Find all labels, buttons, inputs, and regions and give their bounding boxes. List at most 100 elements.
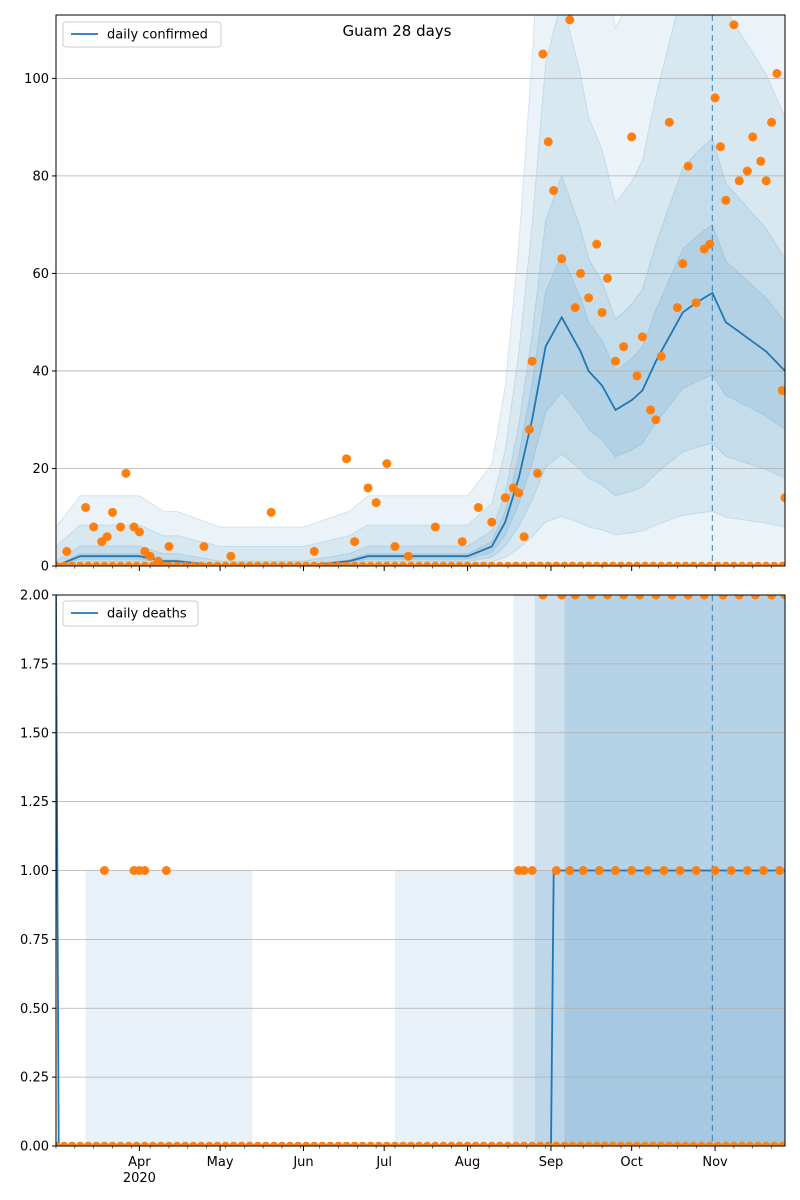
observed-zero-point [681,1141,690,1146]
observed-zero-point [487,561,496,566]
observed-zero-point [576,1141,585,1146]
confirmed-marks [56,15,785,566]
x-tick-label: Nov [702,1155,728,1170]
observed-point [89,522,99,532]
observed-zero-point [229,1141,238,1146]
observed-zero-point [527,1141,537,1146]
observed-point [632,371,642,381]
observed-zero-point [503,1141,513,1146]
observed-point [775,866,785,875]
observed-zero-point [713,1141,722,1146]
observed-zero-point [261,561,271,566]
observed-zero-point [318,561,327,566]
deaths-legend: daily deaths [62,600,199,627]
x-tick-year-label: 2020 [123,1171,156,1186]
observed-zero-point [705,561,714,566]
observed-zero-point [358,1141,367,1146]
observed-zero-point [584,561,593,566]
observed-point [594,866,604,875]
observed-point [742,866,752,875]
observed-point [570,303,580,313]
observed-point [538,595,548,600]
observed-zero-point [447,561,456,566]
observed-point [683,595,693,600]
observed-zero-point [770,561,779,566]
observed-point [159,561,169,566]
observed-zero-point [536,561,545,566]
observed-point [350,537,360,547]
observed-zero-point [237,1141,246,1146]
observed-zero-point [705,1141,714,1146]
observed-point [81,502,91,512]
y-tick-label: 1.75 [20,657,49,672]
observed-point [710,866,720,875]
observed-point [99,866,109,875]
observed-zero-point [213,561,222,566]
observed-point [533,468,543,478]
observed-point [597,307,607,317]
observed-zero-point [406,561,416,566]
observed-point [756,156,766,166]
observed-zero-point [745,561,755,566]
observed-point [527,866,537,875]
observed-zero-point [310,1141,319,1146]
observed-zero-point [713,561,722,566]
observed-zero-point [463,1141,472,1146]
observed-point [699,595,709,600]
observed-zero-point [390,561,400,566]
observed-zero-point [67,561,77,566]
observed-zero-point [406,1141,416,1146]
y-tick-label: 0.50 [20,1002,49,1017]
observed-zero-point [334,1141,343,1146]
observed-point [691,866,701,875]
observed-zero-point [745,1141,755,1146]
observed-zero-point [471,561,480,566]
observed-zero-point [479,1141,488,1146]
observed-point [102,532,112,542]
y-tick-label: 2.00 [20,589,49,604]
deaths-y-axis: 0.00 0.25 0.50 0.75 1.00 1.25 1.50 1.75 2.00 [20,589,56,1155]
observed-zero-point [76,561,85,566]
observed-zero-point [729,561,739,566]
observed-zero-point [140,561,149,566]
observed-zero-point [326,561,335,566]
observed-zero-point [721,1141,731,1146]
x-tick-label: Aug [455,1155,480,1170]
observed-point [721,195,731,205]
y-tick-label: 0.00 [20,1140,49,1155]
y-tick-label: 0 [41,560,49,575]
observed-point [767,117,777,127]
observed-zero-point [689,561,698,566]
observed-zero-point [366,561,375,566]
observed-zero-point [536,1141,545,1146]
observed-zero-point [519,561,529,566]
observed-zero-point [753,561,763,566]
observed-point [645,405,655,415]
observed-point [578,866,588,875]
observed-point [390,541,400,551]
observed-point [134,527,144,537]
observed-zero-point [382,561,392,566]
deaths-marks [56,595,785,1146]
observed-zero-point [213,1141,222,1146]
observed-zero-point [544,1141,553,1146]
observed-zero-point [310,561,319,566]
observed-zero-point [56,1141,61,1146]
observed-point [637,332,647,342]
observed-zero-point [729,1141,739,1146]
observed-point [145,551,155,561]
observed-zero-point [261,1141,271,1146]
observed-point [473,502,483,512]
observed-zero-point [697,561,706,566]
observed-zero-point [253,561,262,566]
observed-zero-point [301,1141,311,1146]
observed-zero-point [697,1141,706,1146]
observed-zero-point [552,1141,561,1146]
observed-zero-point [269,1141,279,1146]
observed-zero-point [366,1141,375,1146]
observed-zero-point [285,1141,295,1146]
observed-zero-point [84,561,93,566]
observed-point [611,356,621,366]
observed-zero-point [342,561,351,566]
observed-point [363,483,373,493]
